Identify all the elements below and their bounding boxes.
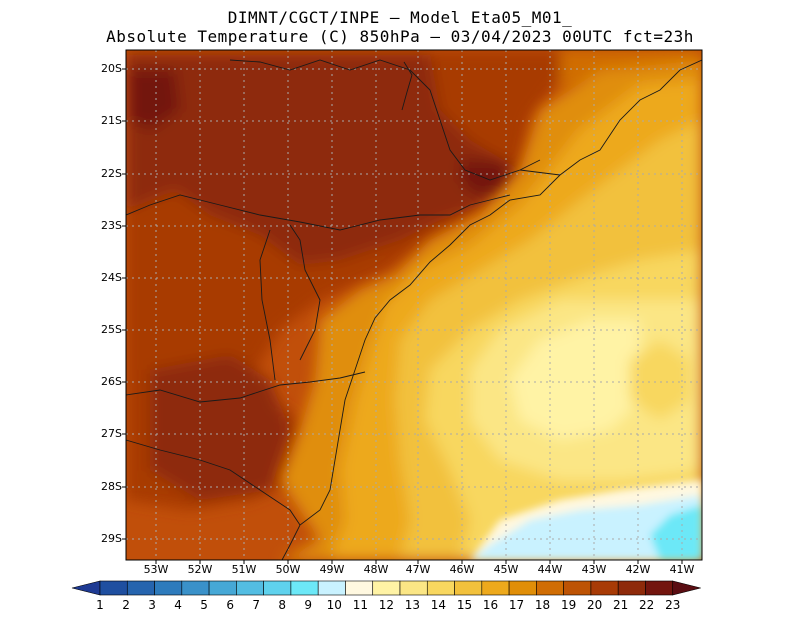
colorbar-arrow-left <box>71 580 101 596</box>
coastline-and-borders <box>126 59 702 560</box>
lon-label: 45W <box>493 563 519 576</box>
colorbar-cell <box>508 580 537 596</box>
zone-9 <box>650 505 702 560</box>
colorbar-cell <box>181 580 210 596</box>
colorbar-cell <box>317 580 346 596</box>
lat-label: 26S <box>101 375 122 388</box>
colorbar-label: 15 <box>456 598 473 612</box>
colorbar-cell <box>208 580 237 596</box>
zone-10 <box>470 495 702 560</box>
zone-21-a <box>130 70 180 130</box>
lon-label: 48W <box>363 563 389 576</box>
colorbar-label: 1 <box>96 598 104 612</box>
lon-label: 53W <box>143 563 169 576</box>
lon-label: 49W <box>319 563 345 576</box>
colorbar-cell <box>645 580 674 596</box>
colorbar-cell <box>590 580 619 596</box>
colorbar-label: 21 <box>613 598 629 612</box>
colorbar-label: 23 <box>665 598 681 612</box>
colorbar-cell <box>481 580 510 596</box>
colorbar-arrow-right <box>672 580 701 596</box>
colorbar-label: 14 <box>430 598 447 612</box>
zone-20-south <box>150 355 290 500</box>
colorbar-label: 18 <box>534 598 551 612</box>
colorbar-cell <box>426 580 455 596</box>
colorbar-label: 7 <box>252 598 260 612</box>
lat-label: 21S <box>101 114 122 127</box>
colorbar-cell <box>263 580 292 596</box>
colorbar-cell <box>290 580 319 596</box>
tick-marks <box>122 68 683 564</box>
chart-title-line2: Absolute Temperature (C) 850hPa – 03/04/… <box>106 27 694 46</box>
colorbar-cell <box>536 580 564 596</box>
lon-label: 52W <box>187 563 213 576</box>
colorbar-cell <box>99 580 128 596</box>
colorbar-label: 9 <box>304 598 313 612</box>
colorbar-cell <box>126 580 155 596</box>
lon-label: 47W <box>405 563 431 576</box>
zone-20-north <box>126 55 520 265</box>
colorbar-label: 2 <box>122 598 130 612</box>
colorbar-label: 12 <box>378 598 394 612</box>
colorbar-label: 6 <box>226 598 234 612</box>
colorbar-cell <box>563 580 592 596</box>
lat-label: 22S <box>101 167 122 180</box>
colorbar-label: 5 <box>200 598 208 612</box>
colorbar-label: 4 <box>174 598 182 612</box>
colorbar-label: 10 <box>326 598 342 612</box>
lat-label: 28S <box>101 480 122 493</box>
colorbar-cell <box>372 580 401 596</box>
colorbar-label: 8 <box>278 598 287 612</box>
lon-label: 50W <box>275 563 301 576</box>
colorbar-label: 22 <box>639 598 655 612</box>
colorbar-label: 16 <box>482 598 499 612</box>
chart-title-line1: DIMNT/CGCT/INPE – Model Eta05_M01_ <box>227 8 573 27</box>
lat-label: 24S <box>101 271 122 284</box>
colorbar-cell <box>399 580 428 596</box>
lon-label: 51W <box>231 563 257 576</box>
colorbar-label: 20 <box>586 598 603 612</box>
lon-label: 46W <box>449 563 475 576</box>
map-frame <box>125 49 703 561</box>
colorbar-cell <box>617 580 646 596</box>
colorbar-label: 3 <box>148 598 156 612</box>
lat-label: 25S <box>101 323 122 336</box>
colorbar-cell <box>236 580 264 596</box>
colorbar-label: 17 <box>508 598 525 612</box>
colorbar-label: 11 <box>352 598 368 612</box>
grid-lines <box>126 50 702 560</box>
lat-label: 20S <box>101 62 122 75</box>
lon-label: 44W <box>537 563 563 576</box>
lon-label: 42W <box>625 563 651 576</box>
colorbar-cell <box>454 580 483 596</box>
colorbar-cell <box>345 580 374 596</box>
zone-21-b <box>460 160 510 195</box>
lat-label: 23S <box>101 219 122 232</box>
colorbar-label: 19 <box>560 598 577 612</box>
zone-14-inner <box>630 340 690 420</box>
lat-label: 29S <box>101 532 122 545</box>
colorbar-label: 13 <box>404 598 421 612</box>
lon-label: 41W <box>669 563 695 576</box>
zone-12 <box>510 320 640 440</box>
lon-label: 43W <box>581 563 607 576</box>
colorbar-cell <box>154 580 183 596</box>
lat-label: 27S <box>101 427 122 440</box>
